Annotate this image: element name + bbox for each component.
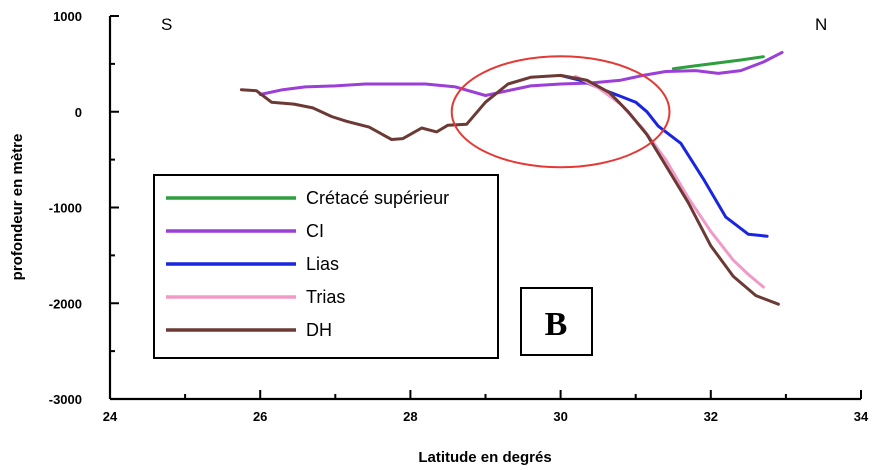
x-tick-label: 24 bbox=[103, 409, 118, 424]
highlight bbox=[450, 55, 671, 169]
x-tick-label: 26 bbox=[253, 409, 267, 424]
legend-label: Lias bbox=[306, 254, 339, 274]
tick-labels: 24 26 28 30 32 34 1000 0 -1000 -2000 -3000 bbox=[49, 9, 869, 424]
series-line-ci bbox=[258, 50, 784, 97]
x-tick-label: 34 bbox=[854, 409, 869, 424]
legend-label: CI bbox=[306, 221, 324, 241]
panel-label-box bbox=[520, 287, 593, 356]
y-tick-label: -2000 bbox=[49, 296, 82, 311]
highlight-ellipse bbox=[450, 55, 671, 169]
legend-label: Crétacé supérieur bbox=[306, 188, 449, 208]
legend-label: DH bbox=[306, 320, 332, 340]
x-tick-label: 32 bbox=[704, 409, 718, 424]
series-line-dh bbox=[239, 73, 780, 306]
legend: Crétacé supérieur CI Lias Trias DH bbox=[153, 174, 499, 359]
y-tick-label: -3000 bbox=[49, 392, 82, 407]
y-tick-label: -1000 bbox=[49, 201, 82, 216]
corner-label-north: N bbox=[815, 15, 827, 34]
x-tick-label: 28 bbox=[403, 409, 417, 424]
x-axis-title: Latitude en degrés bbox=[418, 449, 551, 466]
series-line-trias bbox=[574, 74, 765, 289]
y-tick-label: 1000 bbox=[53, 9, 82, 24]
x-tick-label: 30 bbox=[553, 409, 567, 424]
y-axis-title: profondeur en mètre bbox=[9, 134, 26, 281]
panel-label: B bbox=[520, 287, 593, 356]
corner-label-south: S bbox=[161, 15, 172, 34]
series-line-cr-tac-sup-rieur bbox=[671, 55, 765, 71]
panel-label-text: B bbox=[545, 306, 568, 343]
series-lines bbox=[239, 50, 784, 306]
legend-items: Crétacé supérieur CI Lias Trias DH bbox=[166, 188, 449, 340]
legend-label: Trias bbox=[306, 287, 345, 307]
y-tick-label: 0 bbox=[75, 105, 82, 120]
legend-box bbox=[153, 174, 499, 359]
ticks bbox=[109, 15, 862, 400]
